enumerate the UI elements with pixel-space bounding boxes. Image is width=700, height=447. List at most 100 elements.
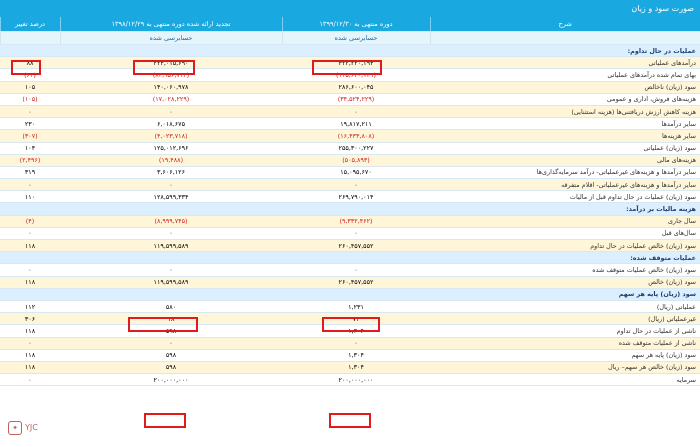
row-period-2: ۰	[60, 178, 282, 192]
header-desc: شرح	[429, 17, 700, 32]
row-label: هزینه مالیات بر درآمد:	[430, 202, 700, 216]
row-change: (۴)	[0, 215, 60, 228]
row-label: عملیاتی (ریال)	[430, 300, 700, 314]
row-change: ۰	[0, 227, 60, 241]
table-row: هزینه کاهش ارزش دریافتنی‌ها (هزینه استثن…	[0, 105, 700, 119]
row-period-1: ۰	[282, 337, 430, 350]
row-label: سال جاری	[430, 215, 700, 228]
section-row: هزینه مالیات بر درآمد:	[0, 202, 700, 216]
row-label: سود (زیان) خالص عملیات متوقف شده	[430, 263, 700, 277]
row-period-2: ۰	[60, 105, 282, 119]
header-period-2: تجدید ارائه شده دوره منتهی به ۱۳۹۸/۱۲/۲۹	[59, 17, 282, 32]
row-period-2	[60, 288, 282, 301]
section-row: سود (زیان) پایه هر سهم	[0, 288, 700, 301]
table-row: سود (زیان) خالص عملیات در حال تداوم ۲۶۰,۴…	[0, 239, 700, 253]
income-statement-table: شرح دوره منتهی به ۱۳۹۹/۱۲/۳۰ تجدید ارائه…	[0, 17, 700, 387]
watermark-text: YJC	[25, 423, 38, 432]
audited-1: حسابرسی شده	[281, 31, 430, 45]
row-period-2: ۲۲۴,۰۱۵,۶۹۰	[60, 56, 282, 70]
row-change: ۱۰۵	[0, 81, 60, 94]
row-period-1: ۲۶۰,۴۵۷,۵۵۲	[282, 239, 430, 253]
row-period-2: ۵۸۰	[60, 300, 282, 314]
section-row: عملیات متوقف شده:	[0, 251, 700, 265]
row-period-1: (۱۶,۴۳۳,۸۰۸)	[282, 129, 430, 143]
row-label: سود (زیان) عملیات در حال تداوم قبل از ما…	[430, 190, 700, 204]
highlight-net-p2	[128, 317, 198, 332]
row-change	[0, 251, 60, 265]
row-period-1	[282, 202, 430, 216]
row-period-1: ۲۶۰,۴۵۷,۵۵۲	[282, 276, 430, 289]
row-change: (۲,۴۹۶)	[0, 154, 60, 167]
row-label: عملیات متوقف شده:	[430, 251, 700, 265]
table-row: سایر درآمدها و هزینه‌های غیرعملیاتی- درآ…	[0, 166, 700, 180]
audit-empty	[429, 31, 700, 45]
table-row: سود (زیان) ناخالص ۲۸۶,۶۰۰,۰۴۵ ۱۴۰,۰۶۰,۹۷۸ ۱…	[0, 81, 700, 94]
row-label: سایر درآمدها	[430, 117, 700, 131]
table-row: سایر هزینه‌ها (۱۶,۴۳۳,۸۰۸) (۴,۰۲۳,۷۱۸) (۳۰۷…	[0, 129, 700, 143]
row-label: سود (زیان) خالص	[430, 276, 700, 289]
row-label: سود (زیان) خالص هر سهم– ریال	[430, 361, 700, 375]
row-period-1: ۲۸۶,۶۰۰,۰۴۵	[282, 81, 430, 94]
row-label: سرمایه	[430, 373, 700, 387]
row-change: ۳۰۶	[0, 312, 60, 326]
row-label: سود (زیان) ناخالص	[430, 81, 700, 94]
row-label: هزینه‌های فروش، اداری و عمومی	[430, 93, 700, 106]
row-change: (۳۰۷)	[0, 129, 60, 143]
row-period-1	[282, 251, 430, 265]
table-row: سال‌های قبل ۰ ۰ ۰	[0, 227, 700, 241]
highlight-eps-p2	[144, 413, 186, 428]
table-row: سود (زیان) عملیات در حال تداوم قبل از ما…	[0, 190, 700, 204]
highlight-change-revenue	[11, 60, 41, 75]
row-period-2: (۸,۹۹۹,۷۴۵)	[60, 215, 282, 228]
highlight-revenue-p1	[312, 60, 382, 75]
row-change: ۱۱۸	[0, 239, 60, 253]
row-period-2: ۰	[60, 227, 282, 241]
highlight-net-p1	[322, 317, 380, 332]
header-row: شرح دوره منتهی به ۱۳۹۹/۱۲/۳۰ تجدید ارائه…	[0, 17, 700, 32]
table-row: سود (زیان) عملیاتی ۲۵۵,۳۰۰,۲۲۷ ۱۲۵,۰۱۲,۶۹۶…	[0, 142, 700, 155]
row-period-2: ۳,۶۰۶,۱۲۶	[60, 166, 282, 180]
row-period-1: ۰	[282, 178, 430, 192]
row-change: ۳۱۹	[0, 166, 60, 180]
row-period-2	[60, 44, 282, 58]
watermark-logo: ✦ YJC	[8, 421, 38, 435]
row-label: ناشی از عملیات متوقف شده	[430, 337, 700, 350]
row-period-1: ۱۹,۸۱۷,۲۱۱	[282, 117, 430, 131]
row-period-1: ۲۶۹,۷۹۰,۰۱۴	[282, 190, 430, 204]
row-label: سود (زیان) پایه هر سهم	[430, 288, 700, 301]
row-period-2: (۱۷,۰۲۸,۲۲۹)	[60, 93, 282, 106]
highlight-eps-p1	[329, 413, 371, 428]
row-change: ۰	[0, 178, 60, 192]
row-period-2: ۵۹۸	[60, 349, 282, 362]
table-row: سایر درآمدها ۱۹,۸۱۷,۲۱۱ ۶,۰۱۸,۶۷۵ ۲۳۰	[0, 117, 700, 131]
table-row: سود (زیان) خالص هر سهم– ریال ۱,۳۰۴ ۵۹۸ ۱۱۸	[0, 361, 700, 375]
row-label: سود (زیان) عملیاتی	[430, 142, 700, 155]
row-label: سال‌های قبل	[430, 227, 700, 241]
row-label: سایر درآمدها و هزینه‌های غیرعملیاتی- اقل…	[430, 178, 700, 192]
table-row: بهای تمام شده درآمدهای عملیاتی (۱۳۵,۶۲۰,۱…	[0, 68, 700, 82]
row-change: ۱۰۴	[0, 142, 60, 155]
row-period-1: ۴۲۲,۲۲۰,۱۹۴	[282, 56, 430, 70]
row-period-1: (۳۴,۵۲۴,۲۲۹)	[282, 93, 430, 106]
audit-row: حسابرسی شده حسابرسی شده	[0, 31, 700, 45]
table-row: درآمدهای عملیاتی ۴۲۲,۲۲۰,۱۹۴ ۲۲۴,۰۱۵,۶۹۰ ۸۸	[0, 56, 700, 70]
row-label: عملیات در حال تداوم:	[430, 44, 700, 58]
row-period-1: (۹,۳۳۲,۴۶۲)	[282, 215, 430, 228]
row-label: سود (زیان) پایه هر سهم	[430, 349, 700, 362]
table-row: ناشی از عملیات متوقف شده ۰ ۰ ۰	[0, 337, 700, 350]
row-period-1: ۱,۲۳۱	[282, 300, 430, 314]
row-period-2: ۰	[60, 263, 282, 277]
row-period-2: ۰	[60, 337, 282, 350]
highlight-revenue-p2	[133, 60, 195, 75]
row-change: (۱۰۵)	[0, 93, 60, 106]
row-change: ۰	[0, 337, 60, 350]
row-period-1: ۱۵,۰۹۵,۶۷۰	[282, 166, 430, 180]
row-period-2: ۱۲۸,۵۹۹,۳۳۴	[60, 190, 282, 204]
row-change: ۱۱۸	[0, 361, 60, 375]
row-change: ۱۱۸	[0, 276, 60, 289]
table-row: سود (زیان) خالص عملیات متوقف شده ۰ ۰ ۰	[0, 263, 700, 277]
row-period-2: (۱۹,۴۸۸)	[60, 154, 282, 167]
row-period-1: (۵۰۵,۸۹۳)	[282, 154, 430, 167]
row-change	[0, 288, 60, 301]
section-row: عملیات در حال تداوم:	[0, 44, 700, 58]
